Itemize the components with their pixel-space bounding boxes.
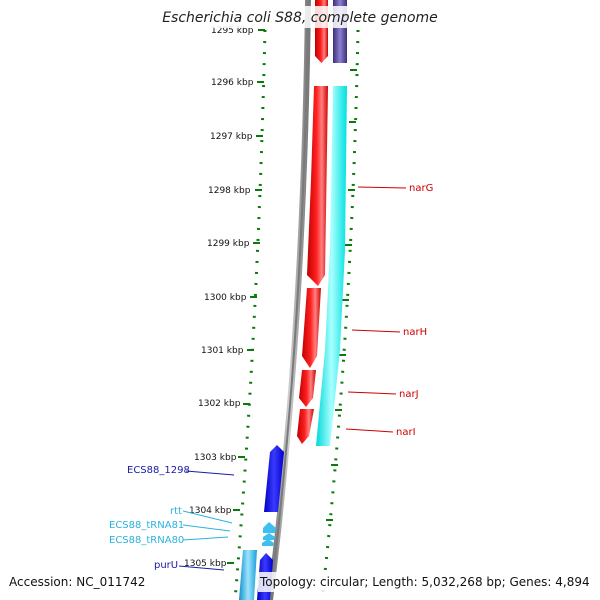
topology-text: Topology: circular; Length: 5,032,268 bp… — [259, 575, 590, 589]
narI-feature[interactable] — [297, 409, 314, 444]
trna80-feature[interactable] — [262, 539, 274, 546]
rtt-feature[interactable] — [263, 522, 276, 533]
gene-label-trna80[interactable]: ECS88_tRNA80 — [109, 535, 184, 546]
kbp-label-1296: 1296 kbp — [211, 78, 254, 88]
narG-feature[interactable] — [307, 86, 328, 286]
narH-feature[interactable] — [302, 288, 321, 368]
gene-label-narI[interactable]: narI — [396, 427, 416, 438]
leader-lines — [178, 186, 407, 571]
inner-dotted-arc — [233, 29, 267, 600]
kbp-label-1297: 1297 kbp — [210, 132, 253, 142]
gene-label-narH[interactable]: narH — [403, 327, 427, 338]
gene-label-narJ[interactable]: narJ — [399, 389, 419, 400]
purU-feature[interactable] — [239, 550, 257, 600]
gene-label-trna81[interactable]: ECS88_tRNA81 — [109, 520, 184, 531]
kbp-label-1303: 1303 kbp — [194, 453, 237, 463]
trna81-feature[interactable] — [263, 533, 275, 540]
narJ-feature[interactable] — [299, 370, 316, 407]
kbp-label-1301: 1301 kbp — [201, 346, 244, 356]
kbp-label-1304: 1304 kbp — [189, 506, 232, 516]
kbp-label-1298: 1298 kbp — [208, 186, 251, 196]
gene-labels: narG narH narJ narI ECS88_1298 rtt ECS88… — [109, 183, 433, 571]
gene-label-ECS88-1298[interactable]: ECS88_1298 — [127, 465, 190, 476]
topology-backdrop — [258, 572, 594, 592]
kbp-label-1302: 1302 kbp — [198, 399, 241, 409]
title-backdrop — [160, 6, 442, 28]
accession-text: Accession: NC_011742 — [9, 575, 145, 589]
rna-features — [262, 522, 276, 546]
sequence-backbone-core — [269, 0, 309, 600]
map-title: Escherichia coli S88, complete genome — [162, 10, 438, 26]
kbp-label-1299: 1299 kbp — [207, 239, 250, 249]
kbp-label-1305: 1305 kbp — [184, 559, 227, 569]
forward-cds-group — [297, 86, 328, 444]
cds-track-cyan — [316, 86, 347, 446]
kbp-label-1300: 1300 kbp — [204, 293, 247, 303]
accession-backdrop — [6, 572, 146, 592]
ruler-ticks — [227, 29, 357, 564]
ECS88-1298-feature[interactable] — [264, 445, 284, 512]
gene-label-rtt[interactable]: rtt — [170, 506, 182, 517]
gene-label-narG[interactable]: narG — [409, 183, 433, 194]
kbp-label-1295: 1295 kbp — [211, 26, 254, 36]
ruler-labels: 1295 kbp 1296 kbp 1297 kbp 1298 kbp 1299… — [184, 26, 254, 569]
gene-label-purU[interactable]: purU — [154, 560, 178, 571]
